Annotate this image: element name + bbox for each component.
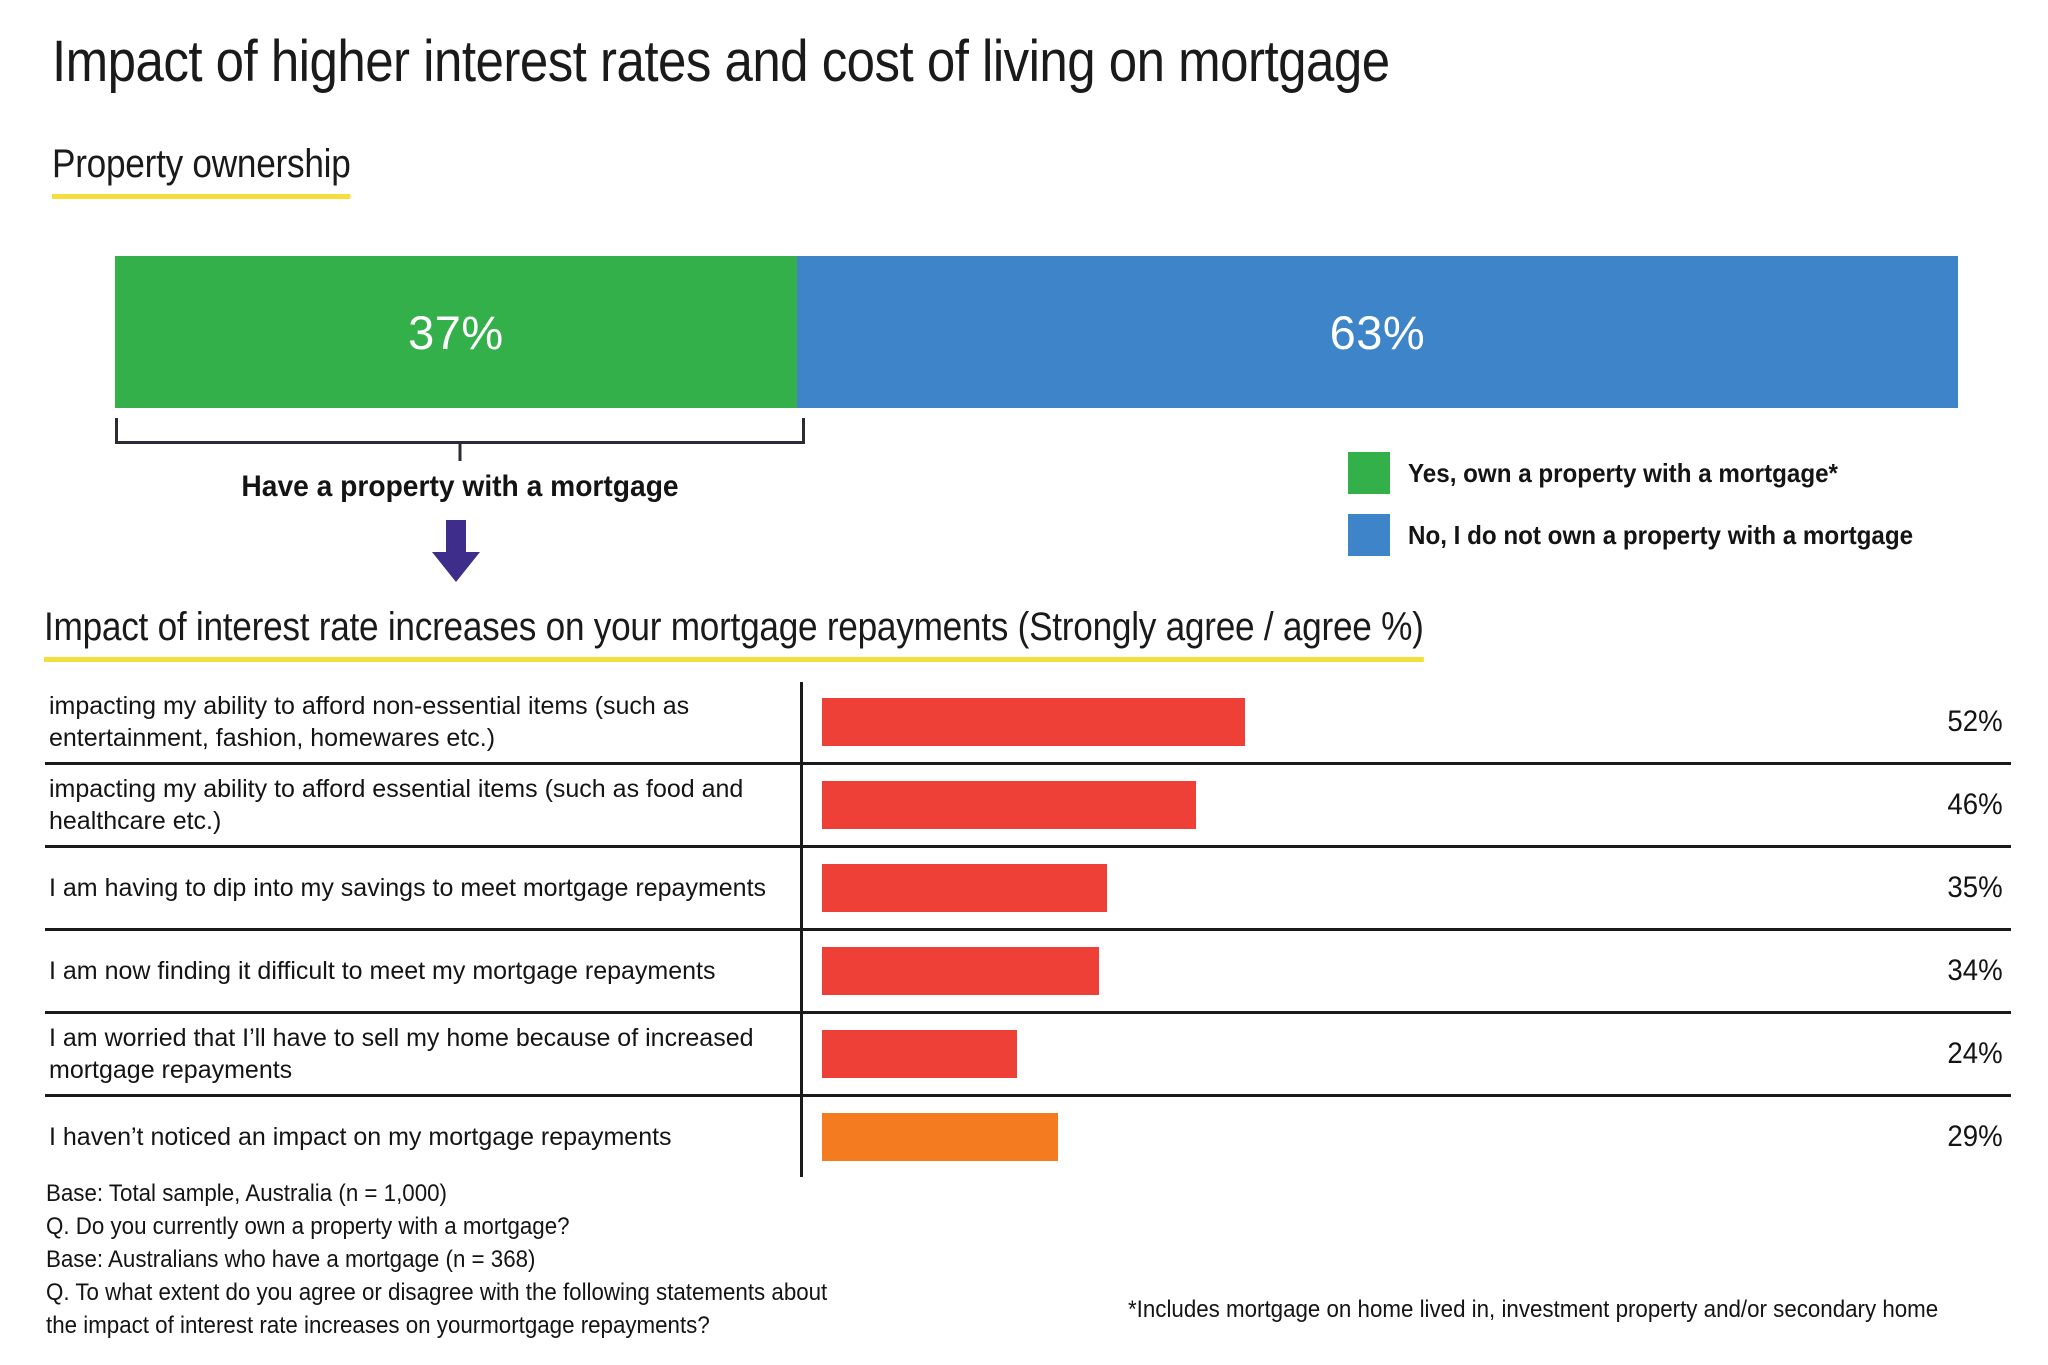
legend-item-own-mortgage: Yes, own a property with a mortgage* <box>1348 452 1951 494</box>
table-row: I am worried that I’ll have to sell my h… <box>45 1014 2011 1097</box>
statement-bar-cell: 29% <box>800 1097 2011 1177</box>
footnote-line: the impact of interest rate increases on… <box>46 1312 710 1340</box>
bracket-label: Have a property with a mortgage <box>241 470 679 503</box>
statement-label: impacting my ability to afford non-essen… <box>49 692 690 752</box>
statement-bar-cell: 52% <box>800 682 2011 762</box>
table-row: impacting my ability to afford essential… <box>45 765 2011 848</box>
statement-label: I am now finding it difficult to meet my… <box>49 957 716 985</box>
statement-value: 24% <box>1947 1037 2003 1070</box>
statement-bar-cell: 34% <box>800 931 2011 1011</box>
statement-bar <box>822 781 1196 829</box>
statement-value: 52% <box>1947 705 2003 738</box>
stacked-bar-segment-own-mortgage: 37% <box>115 256 797 408</box>
footnote-line: Base: Total sample, Australia (n = 1,000… <box>46 1180 447 1207</box>
legend-swatch-blue <box>1348 514 1390 556</box>
down-arrow-icon <box>425 520 487 582</box>
table-row: I am having to dip into my savings to me… <box>45 848 2011 931</box>
statement-bar <box>822 698 1245 746</box>
statement-bar-cell: 35% <box>800 848 2011 928</box>
statement-bar-cell: 24% <box>800 1014 2011 1094</box>
footnote-line: Q. To what extent do you agree or disagr… <box>46 1279 828 1307</box>
statement-label: I am having to dip into my savings to me… <box>49 874 767 902</box>
stacked-bar-segment-no-mortgage: 63% <box>796 256 1958 408</box>
section-heading-impact: Impact of interest rate increases on you… <box>44 605 1424 662</box>
statement-value: 46% <box>1947 788 2003 821</box>
footnote-line: Base: Australians who have a mortgage (n… <box>46 1246 536 1274</box>
bracket-annotation <box>115 418 805 461</box>
statement-bar <box>822 864 1107 912</box>
legend-item-no-mortgage: No, I do not own a property with a mortg… <box>1348 514 1951 556</box>
legend: Yes, own a property with a mortgage* No,… <box>1348 452 1951 576</box>
statement-bar <box>822 1030 1017 1078</box>
statement-value: 34% <box>1947 954 2003 987</box>
statements-table: impacting my ability to afford non-essen… <box>45 682 2011 1177</box>
stacked-bar-value-own: 37% <box>408 305 504 359</box>
footnote-line: Q. Do you currently own a property with … <box>46 1213 570 1241</box>
stacked-bar-value-no: 63% <box>1329 305 1426 359</box>
statement-value: 35% <box>1947 871 2003 904</box>
table-row: I am now finding it difficult to meet my… <box>45 931 2011 1014</box>
footnote-right: *Includes mortgage on home lived in, inv… <box>1128 1296 1939 1323</box>
statement-value: 29% <box>1947 1120 2003 1153</box>
statement-label: I am worried that I’ll have to sell my h… <box>49 1024 754 1084</box>
table-row: I haven’t noticed an impact on my mortga… <box>45 1097 2011 1177</box>
table-row: impacting my ability to afford non-essen… <box>45 682 2011 765</box>
section-heading-property-ownership: Property ownership <box>52 142 351 199</box>
stacked-bar-property-ownership: 37% 63% <box>115 256 1958 408</box>
statement-label: I haven’t noticed an impact on my mortga… <box>49 1123 672 1151</box>
bracket-tick <box>458 444 462 461</box>
statement-bar <box>822 947 1099 995</box>
statement-label: impacting my ability to afford essential… <box>49 775 744 835</box>
legend-label-own-mortgage: Yes, own a property with a mortgage* <box>1408 457 1838 488</box>
legend-label-no-mortgage: No, I do not own a property with a mortg… <box>1408 519 1914 550</box>
legend-swatch-green <box>1348 452 1390 494</box>
statement-bar-cell: 46% <box>800 765 2011 845</box>
footnote-left: Base: Total sample, Australia (n = 1,000… <box>46 1177 827 1343</box>
statement-bar <box>822 1113 1058 1161</box>
page-title: Impact of higher interest rates and cost… <box>52 29 1390 94</box>
